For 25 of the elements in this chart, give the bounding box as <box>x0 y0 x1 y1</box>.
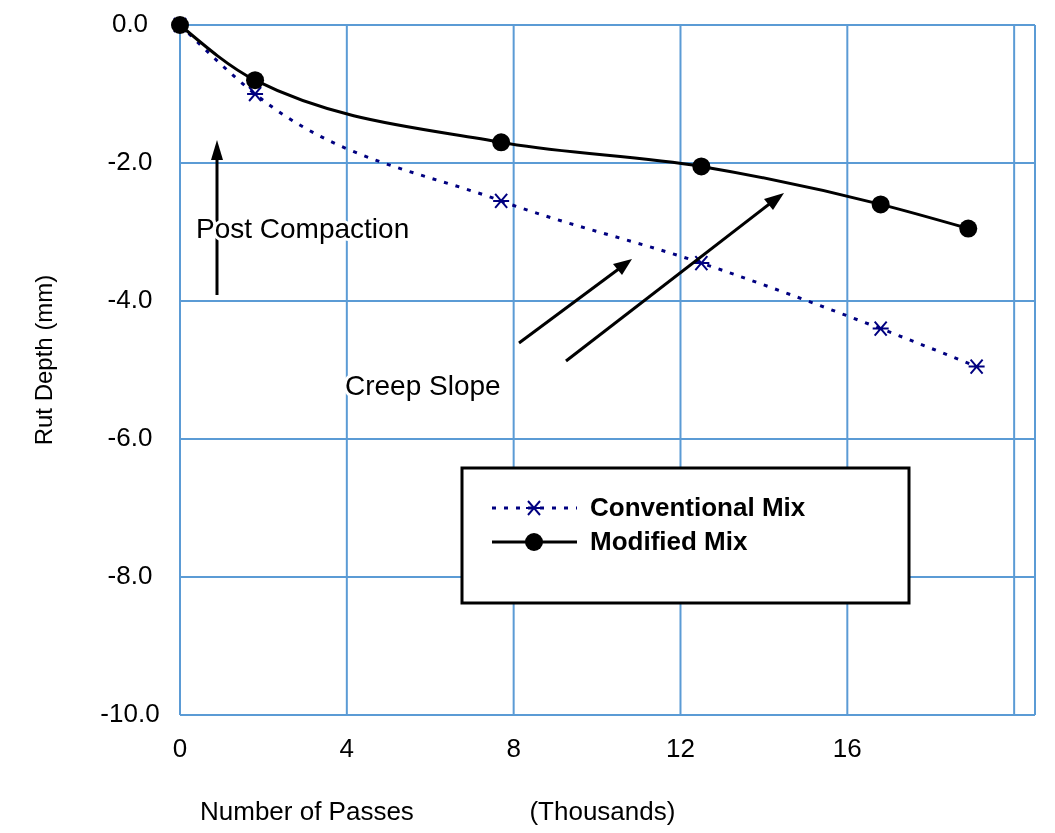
point <box>871 320 890 337</box>
point <box>871 195 890 214</box>
point <box>967 358 986 375</box>
legend-label: Conventional Mix <box>590 492 806 522</box>
point <box>492 192 511 209</box>
x-tick-label: 12 <box>666 733 695 763</box>
point <box>492 133 511 152</box>
x-axis-title: Number of Passes (Thousands) <box>200 796 676 826</box>
x-tick-label: 0 <box>172 733 188 763</box>
y-tick-label: -2.0 <box>107 145 153 176</box>
y-tick-label: -8.0 <box>107 559 153 590</box>
point <box>246 71 265 90</box>
legend-label: Modified Mix <box>590 526 748 556</box>
y-axis-title: Rut Depth (mm) <box>30 274 57 446</box>
x-tick-label: 16 <box>832 733 862 763</box>
x-tick-label: 4 <box>339 733 355 763</box>
point <box>692 157 711 176</box>
y-tick-label: -4.0 <box>107 283 153 314</box>
point <box>246 86 265 102</box>
y-tick-label: 0.0 <box>111 7 149 38</box>
point <box>959 219 978 238</box>
point <box>692 255 711 272</box>
y-tick-label: -10.0 <box>100 697 160 728</box>
x-tick-label: 8 <box>506 733 521 763</box>
y-tick-label: -6.0 <box>107 421 153 452</box>
